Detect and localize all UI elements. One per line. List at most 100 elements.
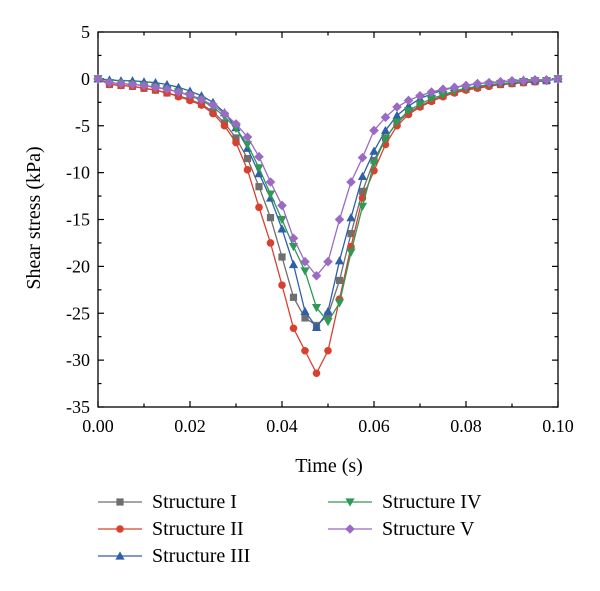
y-tick-label: -15 — [66, 210, 90, 230]
x-tick-label: 0.02 — [174, 416, 206, 436]
data-point — [518, 75, 529, 86]
data-point — [472, 78, 483, 89]
legend-label: Structure I — [152, 491, 237, 513]
series-1 — [94, 75, 562, 330]
axes: 0.00 0.02 0.04 0.06 0.08 0.10 5 0 -5 -10 -15 -20 -25… — [66, 22, 574, 436]
series-line — [97, 78, 559, 277]
data-point — [324, 346, 332, 355]
data-point — [139, 80, 149, 91]
y-tick-label: -20 — [66, 256, 90, 276]
data-point — [254, 151, 264, 162]
legend-label: Structure III — [152, 545, 250, 567]
legend-marker — [116, 525, 124, 533]
x-tick-label: 0.00 — [82, 416, 114, 436]
legend-marker — [116, 498, 124, 506]
data-point — [530, 75, 540, 85]
y-tick-label: 5 — [81, 22, 90, 42]
legend-marker — [345, 524, 355, 534]
data-point — [369, 159, 379, 168]
data-point — [553, 74, 563, 84]
series-2 — [94, 75, 562, 378]
data-point — [415, 90, 425, 101]
data-point — [369, 146, 379, 155]
data-point — [323, 256, 333, 267]
data-point — [426, 94, 437, 104]
data-point — [254, 164, 264, 173]
data-point — [301, 346, 309, 355]
data-point — [312, 369, 321, 378]
data-point — [242, 140, 253, 150]
data-point — [311, 270, 322, 281]
data-point — [324, 311, 332, 319]
data-point — [357, 171, 368, 181]
legend-label: Structure IV — [382, 491, 482, 513]
data-point — [150, 82, 161, 93]
y-tick-label: -30 — [66, 350, 90, 370]
data-point — [278, 281, 286, 289]
legend: Structure I Structure II Structure III Stru… — [98, 491, 482, 567]
data-point — [289, 293, 298, 301]
data-point — [185, 90, 195, 100]
legend-item: Structure V — [328, 518, 475, 540]
data-point — [438, 84, 448, 94]
data-point — [186, 96, 194, 105]
data-point — [334, 299, 345, 308]
data-point — [380, 135, 391, 144]
data-point — [197, 101, 206, 109]
data-point — [300, 306, 310, 316]
data-point — [265, 190, 276, 199]
x-tick-label: 0.08 — [450, 416, 482, 436]
data-point — [346, 248, 356, 257]
data-point — [335, 276, 344, 285]
data-point — [265, 177, 276, 187]
data-point — [104, 77, 115, 88]
data-point — [288, 259, 299, 269]
x-tick-label: 0.04 — [266, 416, 298, 436]
data-point — [209, 109, 217, 118]
data-point — [311, 322, 322, 331]
data-point — [254, 168, 264, 178]
data-point — [243, 166, 252, 174]
y-tick-label: -10 — [66, 163, 90, 183]
x-axis-label: Time (s) — [295, 455, 363, 477]
x-tick-label: 0.10 — [542, 416, 574, 436]
data-point — [208, 100, 218, 110]
data-point — [301, 314, 309, 322]
data-point — [242, 132, 253, 142]
data-point — [232, 138, 240, 147]
data-point — [255, 183, 263, 191]
data-point — [392, 110, 402, 120]
series-line — [97, 78, 559, 327]
data-point — [346, 213, 356, 222]
data-point — [449, 82, 460, 93]
data-point — [323, 306, 333, 316]
data-point — [357, 202, 368, 211]
data-point — [93, 74, 103, 84]
legend-marker — [115, 551, 125, 560]
data-point — [346, 177, 356, 187]
data-point — [334, 256, 345, 265]
data-point — [311, 303, 322, 313]
series-line — [97, 78, 559, 329]
data-point — [289, 324, 298, 333]
data-point — [116, 78, 126, 89]
data-point — [334, 214, 345, 225]
data-point — [162, 84, 172, 94]
data-point — [266, 214, 275, 222]
x-tick-label: 0.06 — [358, 416, 390, 436]
legend-marker — [345, 498, 355, 507]
data-point — [196, 94, 207, 105]
data-point — [173, 87, 184, 97]
data-point — [231, 119, 241, 129]
legend-label: Structure V — [382, 518, 475, 540]
data-point — [415, 100, 425, 109]
data-point — [541, 75, 552, 85]
data-point — [347, 229, 355, 238]
series-3 — [93, 74, 563, 331]
data-point — [243, 154, 252, 163]
data-point — [495, 76, 506, 87]
data-point — [219, 108, 230, 119]
series-line — [97, 78, 559, 323]
data-point — [323, 318, 333, 327]
